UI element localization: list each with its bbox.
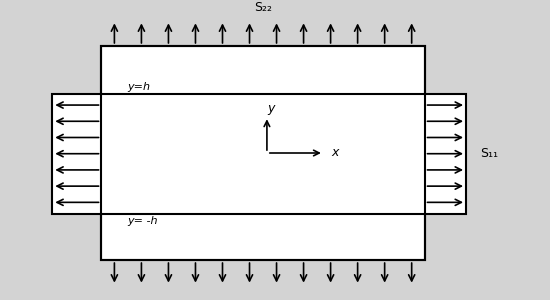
- Text: y= -h: y= -h: [127, 216, 158, 226]
- Text: S₁₁: S₁₁: [480, 147, 498, 160]
- Bar: [101, 46, 425, 260]
- Bar: [101, 46, 425, 260]
- Text: y: y: [267, 102, 275, 115]
- Text: S₂₂: S₂₂: [254, 1, 272, 14]
- Text: x: x: [332, 146, 339, 160]
- Bar: [52, 94, 466, 214]
- Text: y=h: y=h: [127, 82, 150, 92]
